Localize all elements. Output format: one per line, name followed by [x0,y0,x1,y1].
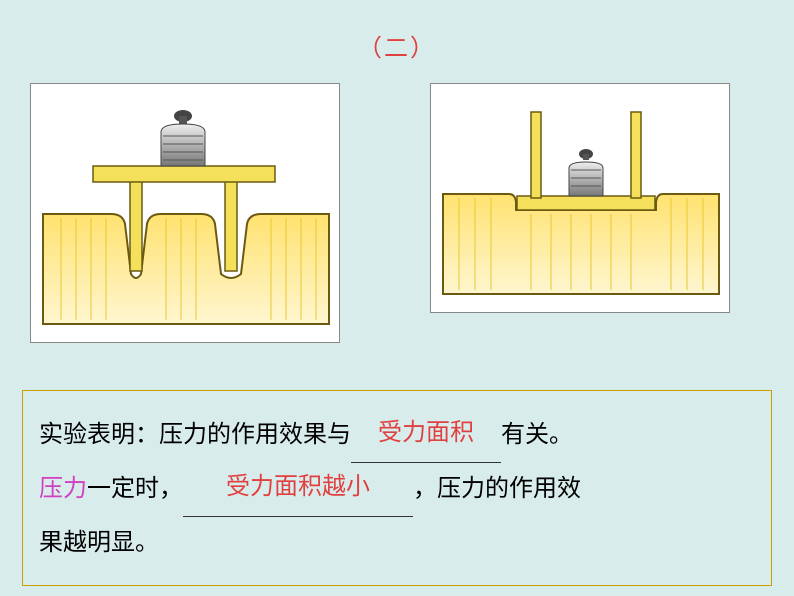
blank-1-fill: 受力面积 [378,420,474,446]
blank-1: 受力面积 [351,409,501,463]
conclusion-line-3: 果越明显。 [39,517,755,570]
text-pre-1: 实验表明：压力的作用效果与 [39,422,351,448]
pressure-word: 压力 [39,476,87,502]
conclusion-line-1: 实验表明：压力的作用效果与 受力面积 有关。 [39,409,755,463]
diagram-legs-down [30,83,340,343]
diagram-legs-up [430,83,730,313]
conclusion-line-2: 压力一定时， 受力面积越小 ，压力的作用效 [39,463,755,517]
weight-icon [161,110,205,166]
conclusion-box: 实验表明：压力的作用效果与 受力面积 有关。 压力一定时， 受力面积越小 ，压力的作用效… [22,390,772,586]
text-line-3: 果越明显。 [39,530,159,556]
text-mid-2: ，压力的作用效 [413,476,581,502]
text-post-1: 有关。 [501,422,573,448]
weight-icon [569,149,603,196]
diagram-row [0,63,794,343]
blank-2: 受力面积越小 [183,463,413,517]
section-title: （二） [0,0,794,63]
blank-2-fill: 受力面积越小 [226,474,370,500]
text-mid-1: 一定时， [87,476,183,502]
